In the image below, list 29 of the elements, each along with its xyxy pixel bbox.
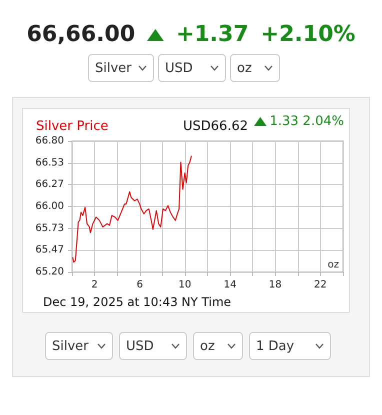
- line-series: [72, 155, 192, 263]
- text: 1 Day: [256, 338, 294, 354]
- text: USD: [126, 338, 154, 354]
- text: oz: [200, 338, 215, 354]
- text: +2.10%: [260, 22, 356, 47]
- chart-subtitle: USD66.62: [183, 119, 248, 134]
- text: Dec 19, 2025 at 10:43 NY Time: [43, 295, 232, 309]
- x-tick-label: 22: [314, 280, 327, 290]
- text: USD: [165, 60, 193, 76]
- y-tick-label: 66.80: [35, 136, 64, 146]
- text: 1.33 2.04%: [270, 114, 344, 129]
- chart-title: Silver Price: [36, 119, 108, 134]
- x-tick-label: 2: [91, 280, 98, 290]
- text: oz: [237, 60, 252, 76]
- y-tick-label: 65.73: [35, 223, 64, 234]
- x-tick-label: 10: [178, 280, 192, 290]
- text: 66,66.00: [26, 22, 136, 47]
- text: Silver: [52, 338, 89, 354]
- text: +1.37: [176, 22, 249, 47]
- y-tick-label: 66.53: [35, 158, 64, 169]
- y-tick-label: 65.20: [35, 266, 64, 278]
- x-tick-label: 14: [224, 280, 236, 290]
- y-tick-label: 66.27: [35, 178, 64, 190]
- y-tick-label: 65.47: [35, 244, 64, 256]
- text: Silver: [95, 60, 132, 76]
- annotation: oz: [328, 260, 340, 270]
- x-tick-label: 6: [136, 280, 143, 290]
- x-tick-label: 18: [268, 280, 282, 290]
- y-tick-label: 66.00: [35, 201, 64, 212]
